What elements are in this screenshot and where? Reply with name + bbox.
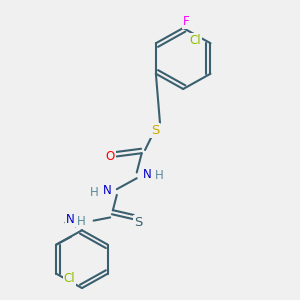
Text: H: H — [76, 215, 85, 228]
Text: N: N — [66, 213, 75, 226]
Text: H: H — [154, 169, 163, 182]
Text: N: N — [103, 184, 111, 196]
Text: Cl: Cl — [190, 34, 201, 46]
Text: S: S — [134, 216, 142, 229]
Text: O: O — [106, 150, 115, 163]
Text: H: H — [90, 186, 99, 199]
Text: F: F — [183, 15, 190, 28]
Text: N: N — [143, 168, 152, 181]
Text: Cl: Cl — [64, 272, 75, 285]
Text: S: S — [151, 124, 159, 137]
